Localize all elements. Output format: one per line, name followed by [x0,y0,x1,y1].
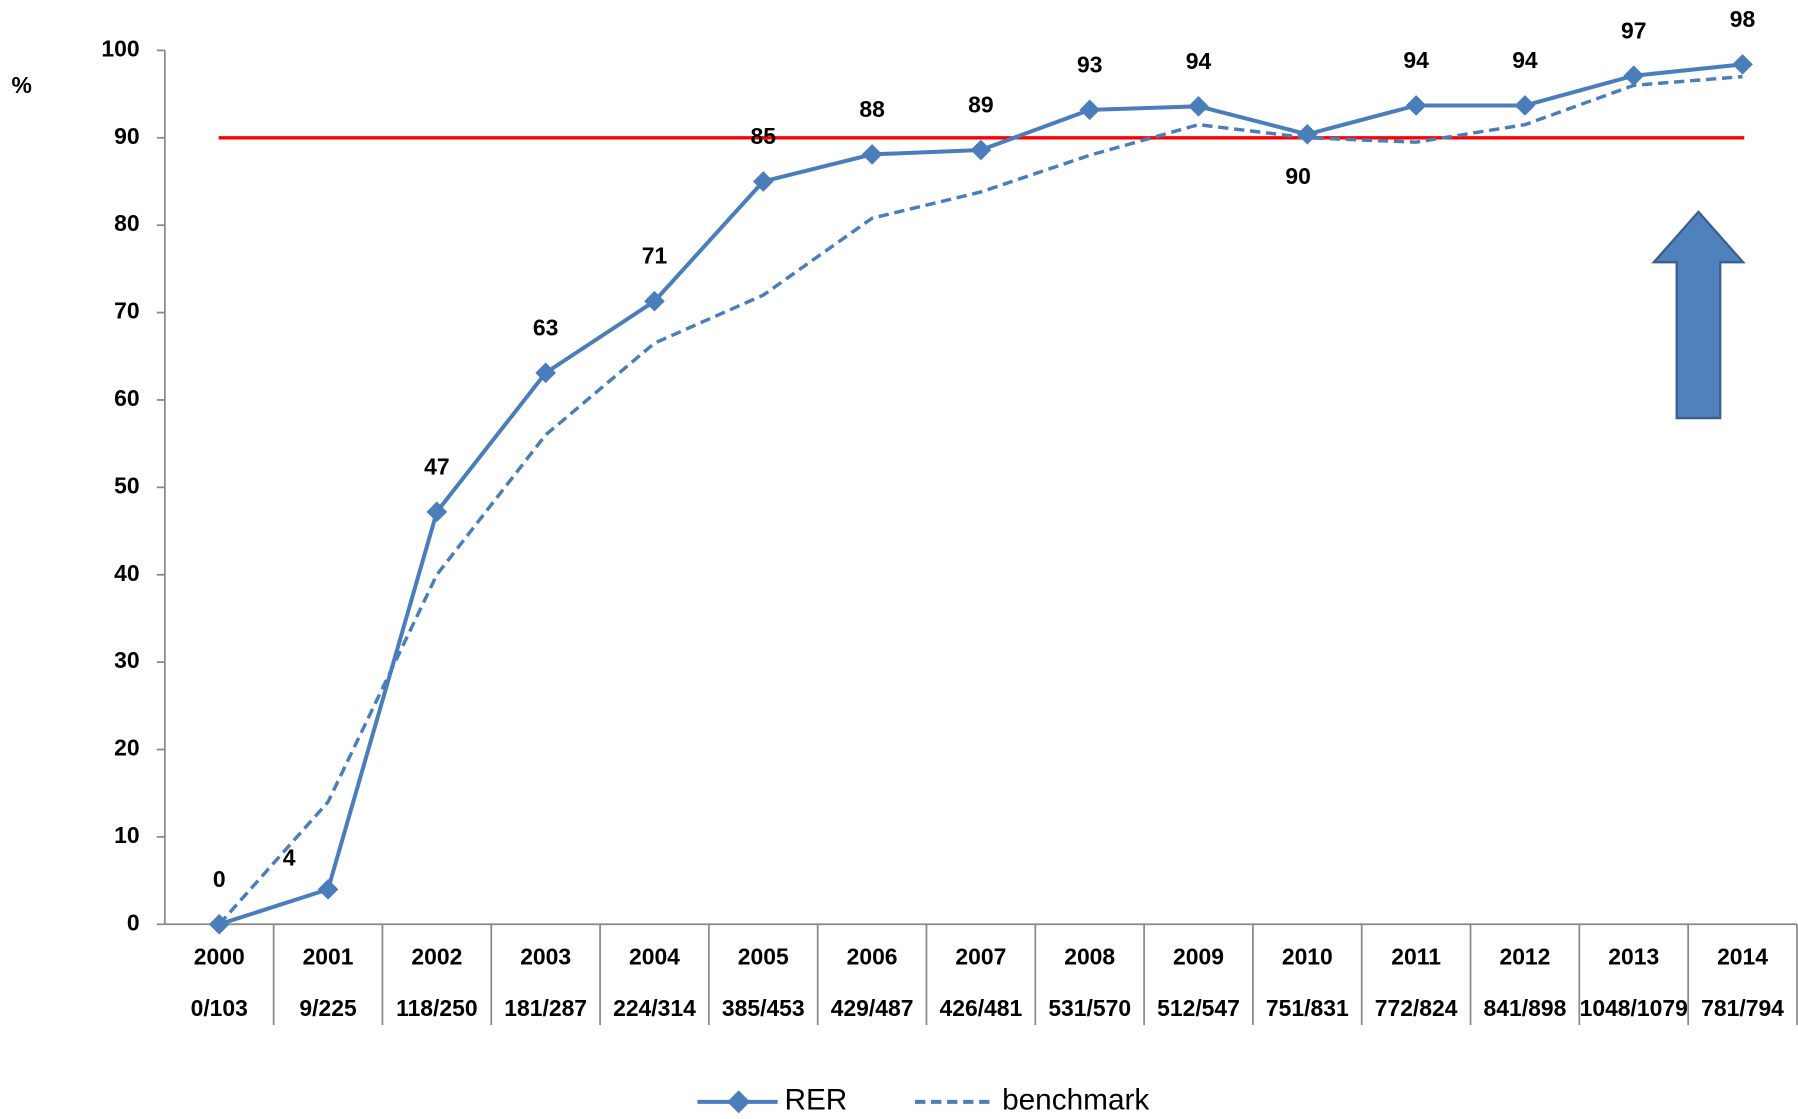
y-tick-label: 30 [114,647,139,673]
y-tick-label: 60 [114,385,139,411]
sample-size-label: 512/547 [1157,995,1240,1021]
marker [1732,54,1753,75]
marker [970,139,992,161]
data-label: 71 [642,243,668,269]
x-tick-label: 2007 [955,944,1006,970]
marker [535,362,556,384]
sample-size-label: 1048/1079 [1580,995,1688,1021]
y-tick-label: 50 [114,472,139,498]
marker [861,144,883,165]
sample-size-label: 781/794 [1701,995,1784,1021]
marker [426,501,448,523]
data-label: 90 [1285,163,1310,189]
data-label: 94 [1186,48,1212,74]
sample-size-label: 181/287 [504,995,587,1021]
marker [1079,99,1101,121]
sample-size-label: 841/898 [1484,995,1567,1021]
x-tick-label: 2011 [1391,944,1441,970]
x-tick-label: 2014 [1717,944,1768,970]
y-tick-label: 100 [101,35,139,61]
x-tick-label: 2000 [194,944,245,970]
sample-size-label: 531/570 [1048,995,1131,1021]
y-tick-label: 70 [114,298,139,324]
legend-label: RER [784,1084,847,1117]
y-tick-label: 40 [114,560,139,586]
marker [317,879,339,900]
marker [644,290,665,312]
marker [1297,123,1318,145]
data-label: 0 [213,866,226,892]
y-tick-label: 80 [114,210,139,236]
legend-marker [727,1090,751,1114]
data-label: 89 [968,92,993,118]
marker [1405,95,1427,116]
x-tick-label: 2010 [1282,944,1333,970]
up-arrow [1651,210,1746,420]
data-label: 63 [533,314,558,340]
data-label: 94 [1512,47,1538,73]
sample-size-label: 429/487 [831,995,914,1021]
data-label: 47 [424,453,449,479]
x-tick-label: 2012 [1499,944,1550,970]
y-tick-label: 90 [114,123,139,149]
data-label: 94 [1403,47,1429,73]
sample-size-label: 224/314 [613,995,696,1021]
marker [1623,65,1645,87]
data-label: 88 [859,96,885,122]
x-tick-label: 2006 [847,944,898,970]
y-tick-label: 20 [114,735,139,761]
data-label: 97 [1621,17,1646,43]
sample-size-label: 0/103 [191,995,248,1021]
x-tick-label: 2009 [1173,944,1224,970]
sample-size-label: 118/250 [396,995,477,1021]
sample-size-label: 751/831 [1266,995,1349,1021]
legend-label: benchmark [1002,1084,1149,1117]
x-tick-label: 2002 [411,944,462,970]
marker [752,171,774,192]
sample-size-label: 385/453 [722,995,805,1021]
x-tick-label: 2003 [520,944,571,970]
x-tick-label: 2001 [303,944,354,970]
data-label: 85 [751,123,777,149]
marker [1188,96,1209,117]
y-axis-label: % [11,72,31,98]
x-tick-label: 2013 [1608,944,1659,970]
x-tick-label: 2008 [1064,944,1115,970]
series-line [217,74,1743,926]
sample-size-label: 9/225 [299,995,357,1021]
x-tick-label: 2004 [629,944,680,970]
y-tick-label: 10 [114,822,139,848]
marker [1514,95,1536,116]
sample-size-label: 772/824 [1375,995,1458,1021]
data-label: 93 [1077,51,1102,77]
y-tick-label: 0 [127,909,140,935]
sample-size-label: 426/481 [940,995,1023,1021]
data-label: 98 [1730,6,1756,32]
x-tick-label: 2005 [738,944,789,970]
